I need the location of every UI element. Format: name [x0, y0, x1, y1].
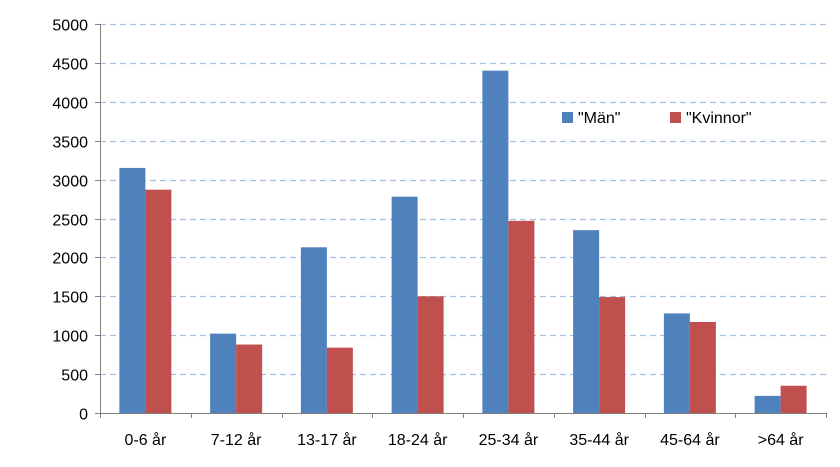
legend-label-man: "Män" [578, 110, 620, 127]
bar-man [573, 230, 600, 413]
bar-kvinnor [689, 321, 716, 413]
bar-man [482, 70, 509, 414]
bar-kvinnor [780, 385, 807, 413]
legend: "Män" "Kvinnor" [562, 110, 752, 127]
bars [119, 70, 807, 414]
legend-swatch-kvinnor [670, 112, 681, 123]
y-tick-label: 0 [79, 407, 88, 424]
bar-man [300, 247, 327, 413]
y-tick-label: 2500 [52, 213, 88, 230]
x-tick-label: 0-6 år [124, 431, 166, 449]
bar-kvinnor [145, 189, 172, 413]
y-tick-label: 1500 [52, 290, 88, 307]
y-tick-label: 3000 [52, 174, 88, 191]
y-tick-label: 4500 [52, 57, 88, 74]
bar-man [663, 313, 690, 413]
y-tick-label: 1000 [52, 329, 88, 346]
bar-kvinnor [417, 296, 444, 413]
x-tick-label: 13-17 år [297, 431, 357, 449]
x-tick-label: 7-12 år [211, 431, 262, 449]
bar-man [754, 395, 781, 413]
y-tick-label: 500 [61, 368, 88, 385]
gridlines [100, 23, 826, 376]
bar-kvinnor [326, 347, 353, 413]
y-tick-label: 2000 [52, 251, 88, 268]
x-tick-label: 45-64 år [660, 431, 720, 449]
x-tick-label: 25-34 år [479, 431, 539, 449]
x-tick-label: >64 år [758, 431, 804, 449]
bar-kvinnor [599, 297, 626, 413]
bar-kvinnor [508, 220, 535, 413]
y-tick-label: 4000 [52, 96, 88, 113]
bar-man [391, 196, 418, 413]
bar-man [210, 333, 237, 413]
y-tick-label: 3500 [52, 135, 88, 152]
tick-labels: 0 500 1000 1500 2000 2500 3000 3500 4000 4500 5000… [52, 18, 804, 450]
legend-label-kvinnor: "Kvinnor" [686, 110, 752, 127]
axes [95, 24, 827, 418]
legend-swatch-man [562, 112, 573, 123]
y-tick-label: 5000 [52, 18, 88, 35]
x-tick-label: 18-24 år [388, 431, 448, 449]
bar-kvinnor [236, 344, 263, 413]
bar-man [119, 167, 146, 413]
x-tick-label: 35-44 år [569, 431, 629, 449]
